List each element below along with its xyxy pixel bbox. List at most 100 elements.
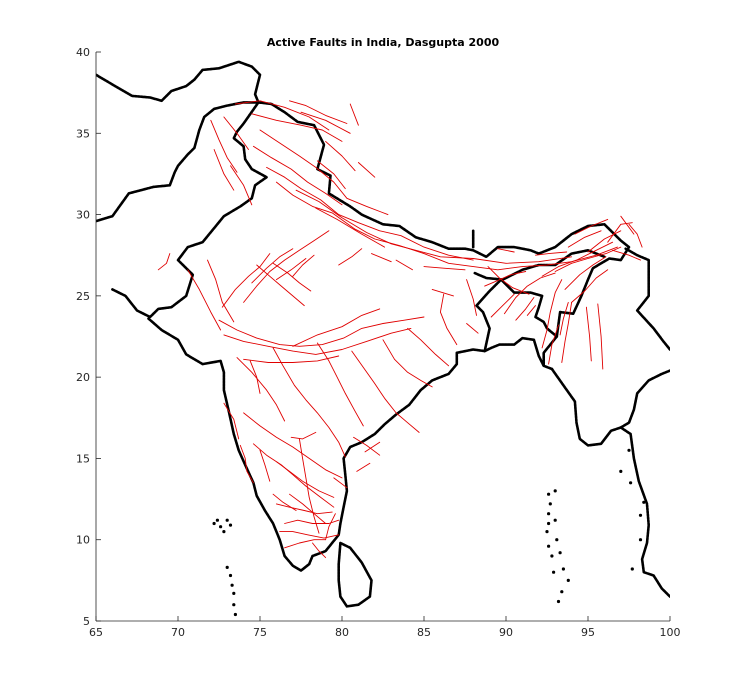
y-tick-label-4: 25 bbox=[76, 290, 90, 303]
fault-line-51 bbox=[279, 531, 340, 539]
y-tick-label-5: 30 bbox=[76, 209, 90, 222]
x-tick-label-2: 75 bbox=[253, 626, 267, 639]
fault-line-61 bbox=[353, 436, 381, 456]
border-line-2 bbox=[111, 101, 268, 319]
fault-line-23 bbox=[243, 355, 340, 363]
fault-line-55 bbox=[325, 513, 336, 541]
fault-line-59 bbox=[259, 449, 271, 482]
island-point-14 bbox=[547, 512, 551, 516]
fault-line-26 bbox=[272, 262, 312, 292]
island-point-22 bbox=[556, 599, 561, 604]
fault-line-40 bbox=[316, 342, 364, 427]
fault-line-66 bbox=[484, 271, 527, 287]
fault-line-1 bbox=[251, 113, 343, 142]
fault-line-52 bbox=[284, 539, 327, 549]
island-point-21 bbox=[552, 570, 556, 574]
fault-line-77 bbox=[564, 256, 607, 290]
fault-line-5 bbox=[252, 145, 343, 206]
fault-line-62 bbox=[364, 441, 381, 453]
fault-line-0 bbox=[234, 100, 330, 131]
x-tick-label-4: 85 bbox=[417, 626, 431, 639]
fault-line-82 bbox=[607, 222, 633, 243]
fault-line-87 bbox=[585, 306, 592, 362]
fault-line-69 bbox=[515, 297, 535, 321]
island-point-29 bbox=[629, 481, 633, 485]
plot-area bbox=[96, 60, 670, 617]
fault-line-88 bbox=[535, 251, 568, 256]
fault-line-35 bbox=[423, 266, 466, 271]
border-line-6 bbox=[550, 367, 670, 598]
island-point-26 bbox=[642, 500, 646, 504]
y-tick-label-3: 20 bbox=[76, 371, 90, 384]
fault-line-39 bbox=[272, 347, 346, 458]
fault-line-48 bbox=[298, 438, 320, 534]
fault-line-21 bbox=[218, 316, 425, 347]
fault-line-50 bbox=[284, 519, 340, 524]
border-line-5 bbox=[473, 249, 606, 281]
island-point-31 bbox=[555, 538, 559, 542]
fault-line-13 bbox=[357, 162, 376, 178]
fault-line-41 bbox=[351, 350, 420, 433]
fault-line-30 bbox=[243, 230, 330, 303]
fault-line-49 bbox=[275, 503, 333, 515]
island-point-20 bbox=[561, 567, 566, 571]
island-point-25 bbox=[638, 513, 643, 517]
fault-line-54 bbox=[289, 493, 327, 524]
fault-line-47 bbox=[275, 461, 335, 498]
fault-line-42 bbox=[382, 339, 433, 388]
island-point-2 bbox=[225, 518, 229, 522]
fault-line-8 bbox=[295, 189, 573, 264]
fault-line-18 bbox=[157, 253, 171, 271]
island-point-28 bbox=[630, 567, 634, 571]
fault-line-83 bbox=[620, 215, 635, 235]
fault-line-3 bbox=[300, 111, 351, 134]
x-tick-label-5: 90 bbox=[499, 626, 513, 639]
x-tick-label-1: 70 bbox=[171, 626, 185, 639]
fault-line-22 bbox=[223, 327, 412, 355]
island-point-18 bbox=[566, 578, 570, 583]
island-point-1 bbox=[219, 525, 223, 529]
island-point-10 bbox=[215, 518, 219, 522]
y-tick-label-0: 5 bbox=[83, 615, 90, 628]
fault-line-84 bbox=[628, 223, 643, 248]
axes: 65 70 75 80 85 90 95 100 5 10 15 20 25 30 35 40 bbox=[76, 46, 681, 639]
island-point-32 bbox=[558, 551, 562, 555]
fault-line-34 bbox=[395, 259, 413, 271]
border-line-4 bbox=[475, 278, 559, 353]
fault-line-65 bbox=[487, 266, 530, 295]
fault-line-85 bbox=[612, 249, 641, 261]
fault-line-76 bbox=[541, 241, 614, 277]
island-point-30 bbox=[553, 518, 557, 522]
y-tick-label-7: 40 bbox=[76, 46, 90, 59]
border-line-8 bbox=[619, 369, 670, 429]
fault-line-37 bbox=[466, 279, 477, 316]
fault-line-45 bbox=[243, 412, 343, 479]
fault-line-74 bbox=[561, 301, 573, 363]
fault-line-75 bbox=[554, 246, 622, 272]
fault-line-67 bbox=[503, 272, 556, 315]
fault-line-20 bbox=[207, 259, 235, 323]
fault-line-17 bbox=[213, 149, 235, 191]
island-point-8 bbox=[232, 603, 236, 607]
fault-line-73 bbox=[548, 324, 559, 365]
island-point-33 bbox=[627, 448, 631, 452]
island-point-6 bbox=[230, 583, 234, 587]
fault-line-14 bbox=[210, 119, 238, 173]
island-point-12 bbox=[547, 492, 551, 496]
fault-line-64 bbox=[333, 477, 348, 489]
island-point-7 bbox=[232, 591, 236, 596]
border-line-1 bbox=[96, 101, 260, 223]
y-tick-label-6: 35 bbox=[76, 127, 90, 140]
fault-line-63 bbox=[356, 462, 371, 472]
x-tick-label-6: 95 bbox=[581, 626, 595, 639]
fault-line-36 bbox=[439, 293, 458, 346]
faults-layer bbox=[157, 100, 643, 559]
fault-line-71 bbox=[541, 279, 563, 349]
fault-line-57 bbox=[239, 444, 254, 484]
fault-line-91 bbox=[431, 288, 454, 297]
border-line-9 bbox=[337, 541, 373, 608]
chart-title: Active Faults in India, Dasgupta 2000 bbox=[267, 36, 500, 49]
island-point-9 bbox=[233, 612, 237, 617]
island-point-4 bbox=[225, 565, 229, 570]
fault-line-31 bbox=[221, 253, 271, 308]
